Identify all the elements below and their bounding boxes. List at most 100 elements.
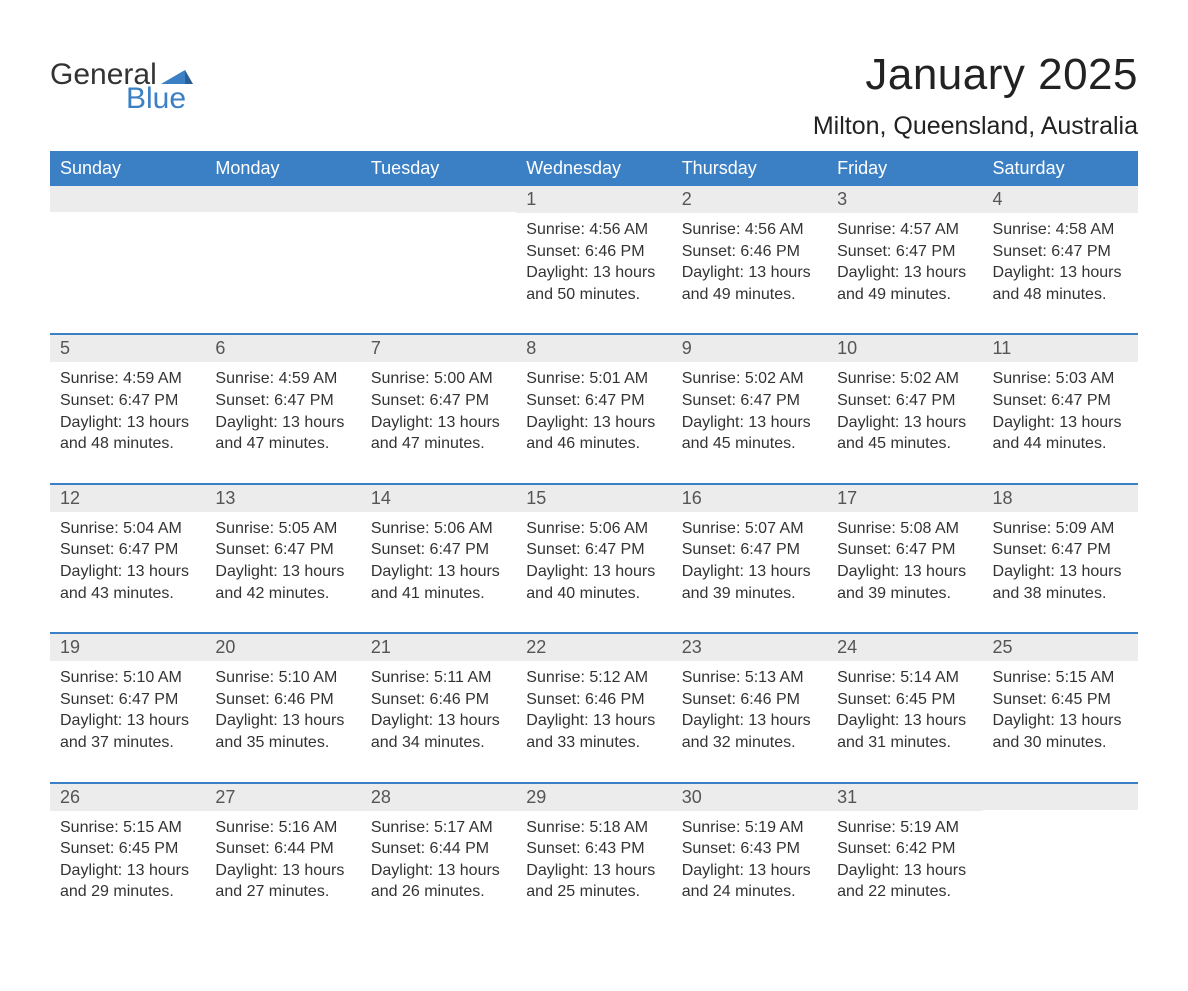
sunrise-text: Sunrise: 5:06 AM xyxy=(526,518,661,540)
logo: General Blue xyxy=(50,60,193,114)
day-details: Sunrise: 5:07 AMSunset: 6:47 PMDaylight:… xyxy=(672,512,827,632)
day-number: 29 xyxy=(516,784,671,811)
daylight-text: Daylight: 13 hours and 35 minutes. xyxy=(215,710,350,753)
day-details: Sunrise: 5:17 AMSunset: 6:44 PMDaylight:… xyxy=(361,811,516,931)
logo-word-blue: Blue xyxy=(126,84,193,114)
sunrise-text: Sunrise: 5:02 AM xyxy=(837,368,972,390)
sunset-text: Sunset: 6:46 PM xyxy=(371,689,506,711)
day-details: Sunrise: 5:10 AMSunset: 6:46 PMDaylight:… xyxy=(205,661,360,781)
day-number: 6 xyxy=(205,335,360,362)
daylight-text: Daylight: 13 hours and 50 minutes. xyxy=(526,262,661,305)
sunset-text: Sunset: 6:47 PM xyxy=(993,390,1128,412)
day-number: 13 xyxy=(205,485,360,512)
sunrise-text: Sunrise: 5:12 AM xyxy=(526,667,661,689)
week-row: 5Sunrise: 4:59 AMSunset: 6:47 PMDaylight… xyxy=(50,334,1138,483)
day-details: Sunrise: 5:03 AMSunset: 6:47 PMDaylight:… xyxy=(983,362,1138,482)
day-cell: 25Sunrise: 5:15 AMSunset: 6:45 PMDayligh… xyxy=(983,633,1138,782)
sunrise-text: Sunrise: 5:19 AM xyxy=(682,817,817,839)
daylight-text: Daylight: 13 hours and 40 minutes. xyxy=(526,561,661,604)
day-cell: 13Sunrise: 5:05 AMSunset: 6:47 PMDayligh… xyxy=(205,484,360,633)
logo-flag-icon xyxy=(161,64,193,84)
day-details: Sunrise: 4:58 AMSunset: 6:47 PMDaylight:… xyxy=(983,213,1138,333)
day-number: 21 xyxy=(361,634,516,661)
day-number: 18 xyxy=(983,485,1138,512)
day-cell: 12Sunrise: 5:04 AMSunset: 6:47 PMDayligh… xyxy=(50,484,205,633)
day-details: Sunrise: 5:05 AMSunset: 6:47 PMDaylight:… xyxy=(205,512,360,632)
day-header: Wednesday xyxy=(516,151,671,186)
daylight-text: Daylight: 13 hours and 26 minutes. xyxy=(371,860,506,903)
sunrise-text: Sunrise: 5:18 AM xyxy=(526,817,661,839)
day-details: Sunrise: 5:06 AMSunset: 6:47 PMDaylight:… xyxy=(361,512,516,632)
day-header: Thursday xyxy=(672,151,827,186)
sunset-text: Sunset: 6:47 PM xyxy=(526,539,661,561)
daylight-text: Daylight: 13 hours and 39 minutes. xyxy=(837,561,972,604)
sunrise-text: Sunrise: 4:59 AM xyxy=(60,368,195,390)
daylight-text: Daylight: 13 hours and 27 minutes. xyxy=(215,860,350,903)
sunrise-text: Sunrise: 5:15 AM xyxy=(60,817,195,839)
sunrise-text: Sunrise: 5:03 AM xyxy=(993,368,1128,390)
day-cell: 15Sunrise: 5:06 AMSunset: 6:47 PMDayligh… xyxy=(516,484,671,633)
day-details: Sunrise: 4:59 AMSunset: 6:47 PMDaylight:… xyxy=(50,362,205,482)
sunrise-text: Sunrise: 5:16 AM xyxy=(215,817,350,839)
day-number: 2 xyxy=(672,186,827,213)
day-number: 25 xyxy=(983,634,1138,661)
day-cell: 11Sunrise: 5:03 AMSunset: 6:47 PMDayligh… xyxy=(983,334,1138,483)
day-details: Sunrise: 4:57 AMSunset: 6:47 PMDaylight:… xyxy=(827,213,982,333)
day-details: Sunrise: 5:15 AMSunset: 6:45 PMDaylight:… xyxy=(983,661,1138,781)
day-number: 9 xyxy=(672,335,827,362)
day-number: 30 xyxy=(672,784,827,811)
title-block: January 2025 Milton, Queensland, Austral… xyxy=(813,50,1138,141)
day-cell xyxy=(205,186,360,334)
sunset-text: Sunset: 6:47 PM xyxy=(371,539,506,561)
sunrise-text: Sunrise: 5:14 AM xyxy=(837,667,972,689)
sunrise-text: Sunrise: 5:09 AM xyxy=(993,518,1128,540)
sunset-text: Sunset: 6:46 PM xyxy=(526,689,661,711)
calendar-table: Sunday Monday Tuesday Wednesday Thursday… xyxy=(50,151,1138,931)
day-cell: 14Sunrise: 5:06 AMSunset: 6:47 PMDayligh… xyxy=(361,484,516,633)
day-cell: 30Sunrise: 5:19 AMSunset: 6:43 PMDayligh… xyxy=(672,783,827,931)
week-row: 19Sunrise: 5:10 AMSunset: 6:47 PMDayligh… xyxy=(50,633,1138,782)
day-number: 26 xyxy=(50,784,205,811)
day-number: 1 xyxy=(516,186,671,213)
daylight-text: Daylight: 13 hours and 44 minutes. xyxy=(993,412,1128,455)
day-details: Sunrise: 4:56 AMSunset: 6:46 PMDaylight:… xyxy=(516,213,671,333)
day-details: Sunrise: 5:14 AMSunset: 6:45 PMDaylight:… xyxy=(827,661,982,781)
day-number xyxy=(205,186,360,212)
day-header: Sunday xyxy=(50,151,205,186)
day-cell xyxy=(361,186,516,334)
daylight-text: Daylight: 13 hours and 45 minutes. xyxy=(682,412,817,455)
daylight-text: Daylight: 13 hours and 45 minutes. xyxy=(837,412,972,455)
sunrise-text: Sunrise: 5:11 AM xyxy=(371,667,506,689)
day-details xyxy=(983,810,1138,906)
day-number: 31 xyxy=(827,784,982,811)
day-number: 14 xyxy=(361,485,516,512)
sunset-text: Sunset: 6:47 PM xyxy=(60,689,195,711)
sunrise-text: Sunrise: 5:02 AM xyxy=(682,368,817,390)
day-cell: 8Sunrise: 5:01 AMSunset: 6:47 PMDaylight… xyxy=(516,334,671,483)
sunrise-text: Sunrise: 5:10 AM xyxy=(60,667,195,689)
day-number: 28 xyxy=(361,784,516,811)
sunrise-text: Sunrise: 4:59 AM xyxy=(215,368,350,390)
location-subtitle: Milton, Queensland, Australia xyxy=(813,112,1138,141)
day-number: 27 xyxy=(205,784,360,811)
day-cell: 26Sunrise: 5:15 AMSunset: 6:45 PMDayligh… xyxy=(50,783,205,931)
day-number: 4 xyxy=(983,186,1138,213)
day-number xyxy=(983,784,1138,810)
day-cell: 4Sunrise: 4:58 AMSunset: 6:47 PMDaylight… xyxy=(983,186,1138,334)
day-details: Sunrise: 5:18 AMSunset: 6:43 PMDaylight:… xyxy=(516,811,671,931)
day-details: Sunrise: 5:13 AMSunset: 6:46 PMDaylight:… xyxy=(672,661,827,781)
day-details: Sunrise: 5:19 AMSunset: 6:43 PMDaylight:… xyxy=(672,811,827,931)
sunrise-text: Sunrise: 5:13 AM xyxy=(682,667,817,689)
day-cell xyxy=(50,186,205,334)
day-cell: 29Sunrise: 5:18 AMSunset: 6:43 PMDayligh… xyxy=(516,783,671,931)
sunrise-text: Sunrise: 4:56 AM xyxy=(526,219,661,241)
daylight-text: Daylight: 13 hours and 31 minutes. xyxy=(837,710,972,753)
day-number: 8 xyxy=(516,335,671,362)
day-details: Sunrise: 5:02 AMSunset: 6:47 PMDaylight:… xyxy=(672,362,827,482)
day-number: 23 xyxy=(672,634,827,661)
daylight-text: Daylight: 13 hours and 42 minutes. xyxy=(215,561,350,604)
sunrise-text: Sunrise: 5:04 AM xyxy=(60,518,195,540)
sunset-text: Sunset: 6:43 PM xyxy=(526,838,661,860)
sunrise-text: Sunrise: 5:05 AM xyxy=(215,518,350,540)
day-number xyxy=(50,186,205,212)
